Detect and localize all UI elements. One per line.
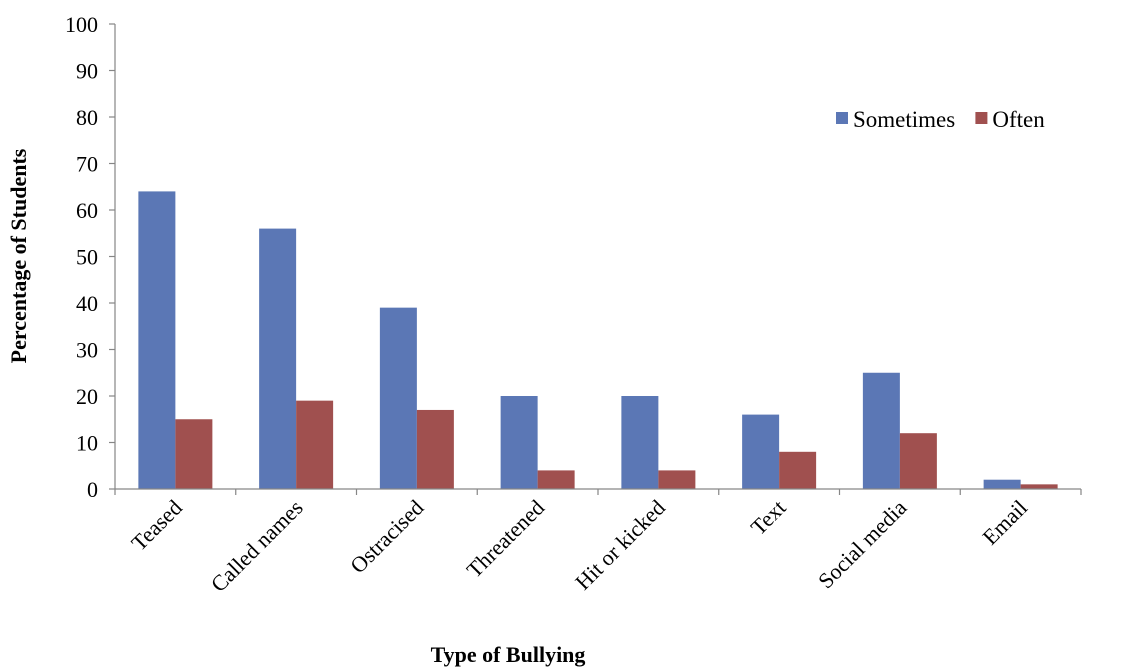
bar-often-hit-or-kicked: [658, 470, 696, 489]
bar-sometimes-email: [983, 479, 1021, 489]
x-tick-label: Email: [977, 495, 1032, 550]
bar-often-social-media: [899, 433, 937, 489]
x-axis-title: Type of Bullying: [431, 642, 586, 667]
legend-swatch-often: [975, 112, 988, 124]
bar-often-threatened: [537, 470, 575, 489]
y-tick-label: 100: [65, 12, 98, 37]
bar-sometimes-text: [742, 414, 780, 489]
x-ticks-group: Teased Called names Ostracised Threatened Hi…: [114, 489, 1082, 597]
y-tick-label: 40: [76, 291, 98, 316]
y-tick-label: 60: [76, 198, 98, 223]
y-tick-label: 30: [76, 338, 98, 363]
bars-group: [138, 191, 1058, 489]
x-tick-label: Called names: [206, 495, 308, 597]
bar-often-called-names: [296, 400, 334, 489]
x-tick-label: Threatened: [462, 495, 550, 583]
bar-sometimes-threatened: [500, 396, 538, 489]
y-tick-label: 20: [76, 384, 98, 409]
bar-often-text: [779, 451, 817, 489]
legend-label-sometimes: Sometimes: [853, 107, 955, 132]
bar-sometimes-social-media: [862, 372, 900, 489]
x-tick-label: Text: [746, 495, 791, 540]
y-ticks-group: 0 10 20 30 40 50 60 70 80 90 100: [65, 12, 115, 502]
y-tick-label: 10: [76, 431, 98, 456]
legend-swatch-sometimes: [836, 112, 848, 124]
x-tick-label: Teased: [126, 495, 187, 556]
bar-often-email: [1020, 484, 1058, 489]
y-tick-label: 80: [76, 105, 98, 130]
bar-sometimes-called-names: [259, 228, 297, 489]
bar-often-ostracised: [416, 409, 454, 489]
x-tick-label: Social media: [813, 495, 912, 594]
legend-label-often: Often: [992, 107, 1045, 132]
y-tick-label: 0: [87, 477, 98, 502]
y-tick-label: 90: [76, 59, 98, 84]
y-tick-label: 70: [76, 152, 98, 177]
bar-sometimes-teased: [138, 191, 176, 489]
x-tick-label: Ostracised: [345, 495, 428, 578]
bar-often-teased: [175, 419, 213, 489]
bar-sometimes-ostracised: [379, 307, 417, 489]
x-tick-label: Hit or kicked: [570, 495, 670, 595]
bar-sometimes-hit-or-kicked: [621, 396, 659, 489]
legend: Sometimes Often: [836, 107, 1045, 132]
y-tick-label: 50: [76, 245, 98, 270]
y-axis-title: Percentage of Students: [6, 148, 31, 363]
